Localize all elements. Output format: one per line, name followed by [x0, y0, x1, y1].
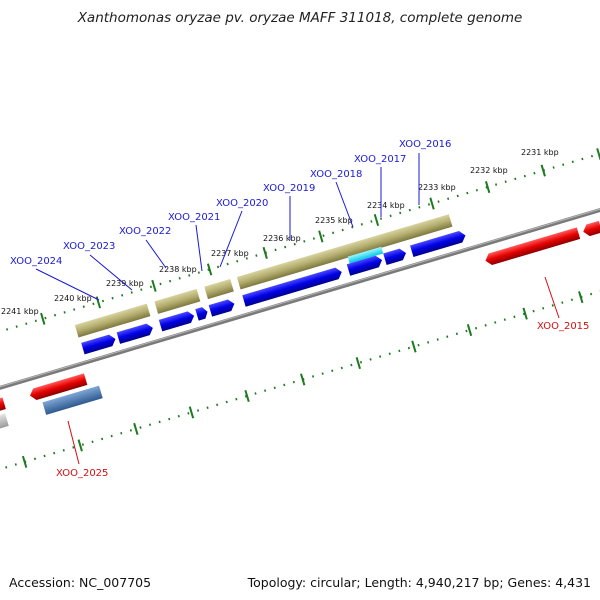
top-ruler-ticks: [40, 148, 600, 325]
operon-bar[interactable]: [154, 288, 201, 314]
kbp-label: 2231 kbp: [521, 148, 559, 157]
forward-gene[interactable]: [346, 254, 384, 276]
gene-label[interactable]: XOO_2019: [263, 183, 315, 194]
kbp-label: 2232 kbp: [470, 166, 508, 175]
reverse-gene[interactable]: [582, 220, 600, 238]
forward-gene[interactable]: [383, 247, 408, 265]
gene-label[interactable]: XOO_2022: [119, 226, 171, 237]
gene-label[interactable]: XOO_2021: [168, 212, 220, 223]
kbp-label: 2236 kbp: [263, 234, 301, 243]
operon-bar[interactable]: [204, 278, 234, 300]
gene-label-leaders: [35, 153, 420, 301]
gene-labels-bottom: XOO_2015 XOO_2025: [56, 321, 589, 479]
map-title: Xanthomonas oryzae pv. oryzae MAFF 31101…: [77, 10, 523, 26]
highlight-feature[interactable]: [347, 246, 384, 264]
gene-label[interactable]: XOO_2025: [56, 468, 108, 479]
forward-genes: [81, 230, 467, 355]
kbp-label: 2235 kbp: [315, 216, 353, 225]
forward-gene[interactable]: [208, 298, 236, 317]
gene-labels-top: XOO_2016 XOO_2017 XOO_2018 XOO_2019 XOO_…: [10, 139, 451, 267]
reverse-genes: [0, 220, 600, 416]
reverse-gene-steelblue[interactable]: [42, 385, 103, 415]
reverse-gene[interactable]: [0, 397, 6, 416]
kbp-label: 2237 kbp: [211, 249, 249, 258]
gene-label-leaders-bottom: [67, 276, 560, 465]
operon-bars: [74, 214, 453, 338]
gene-label[interactable]: XOO_2016: [399, 139, 451, 150]
bottom-ruler-ticks: [21, 291, 584, 468]
operon-bar[interactable]: [236, 214, 453, 290]
kbp-label: 2240 kbp: [54, 294, 92, 303]
reverse-gene-gray[interactable]: [0, 413, 9, 432]
gene-label[interactable]: XOO_2015: [537, 321, 589, 332]
gene-label[interactable]: XOO_2017: [354, 154, 406, 165]
kbp-label: 2238 kbp: [159, 265, 197, 274]
forward-gene[interactable]: [410, 230, 467, 258]
forward-gene[interactable]: [158, 310, 196, 332]
gene-label[interactable]: XOO_2020: [216, 198, 268, 209]
operon-bar[interactable]: [74, 303, 151, 338]
reverse-gene[interactable]: [28, 373, 88, 401]
forward-gene[interactable]: [116, 322, 155, 344]
kbp-label: 2241 kbp: [1, 307, 39, 316]
kbp-label: 2233 kbp: [418, 183, 456, 192]
forward-gene[interactable]: [195, 306, 209, 321]
reverse-gene[interactable]: [484, 227, 581, 266]
topology-text: Topology: circular; Length: 4,940,217 bp…: [247, 575, 591, 590]
accession-text: Accession: NC_007705: [9, 575, 152, 590]
gene-label[interactable]: XOO_2018: [310, 169, 362, 180]
gene-label[interactable]: XOO_2023: [63, 241, 115, 252]
gene-label[interactable]: XOO_2024: [10, 256, 62, 267]
forward-gene[interactable]: [242, 266, 343, 307]
kbp-label: 2234 kbp: [367, 201, 405, 210]
genome-backbone: [0, 194, 600, 404]
forward-gene[interactable]: [81, 333, 117, 355]
